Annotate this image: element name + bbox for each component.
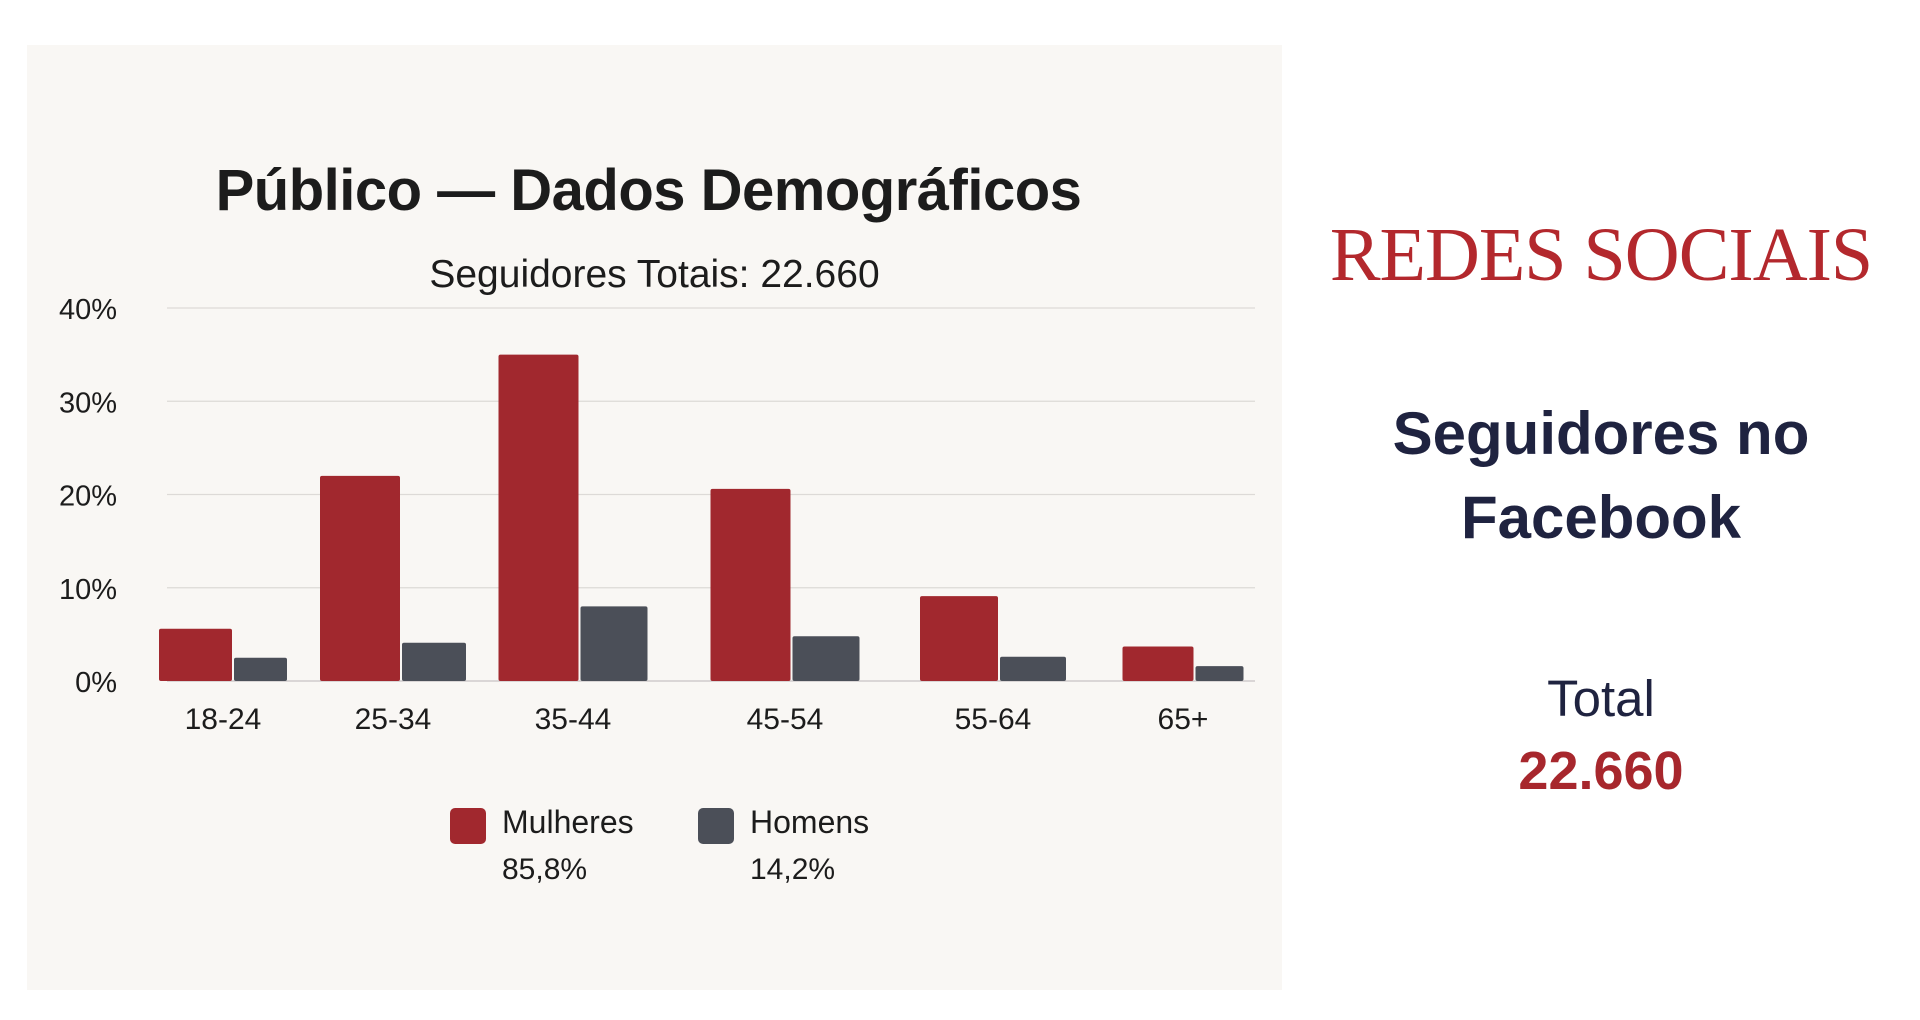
bar-homens-18-24 (234, 657, 287, 681)
total-value: 22.660 (1518, 741, 1684, 801)
bar-mulheres-55-64 (920, 596, 998, 681)
chart-title: Público — Dados Demográficos (215, 158, 1082, 223)
bar-mulheres-35-44 (498, 354, 579, 681)
side-subheading-line1: Seguidores no (1392, 400, 1810, 467)
y-tick-label: 30% (59, 387, 117, 419)
bar-homens-65+ (1195, 666, 1244, 681)
legend-label-homens: Homens (750, 804, 870, 840)
chart-panel: Público — Dados Demográficos Seguidores … (27, 45, 1282, 990)
legend-share-mulheres: 85,8% (502, 853, 588, 886)
bar-mulheres-65+ (1122, 646, 1194, 681)
bar-homens-55-64 (1000, 656, 1066, 681)
side-heading: REDES SOCIAIS (1329, 213, 1873, 297)
bar-homens-35-44 (580, 606, 648, 681)
bar-homens-45-54 (792, 636, 860, 681)
y-tick-label: 20% (59, 481, 117, 513)
x-tick-label: 35-44 (535, 703, 612, 736)
y-tick-label: 0% (75, 667, 117, 699)
legend-label-mulheres: Mulheres (502, 804, 634, 840)
side-subheading-line2: Facebook (1460, 484, 1742, 551)
x-tick-label: 65+ (1158, 703, 1209, 736)
bar-mulheres-25-34 (320, 475, 400, 681)
y-tick-label: 10% (59, 574, 117, 606)
legend-swatch-mulheres (450, 808, 486, 844)
y-tick-label: 40% (59, 294, 117, 326)
x-tick-label: 45-54 (747, 703, 824, 736)
legend-swatch-homens (698, 808, 734, 844)
side-panel: REDES SOCIAIS Seguidores no Facebook Tot… (1282, 0, 1920, 1020)
bar-mulheres-45-54 (710, 488, 791, 681)
total-label: Total (1547, 670, 1655, 727)
side-subheading: Seguidores no Facebook (1282, 392, 1920, 560)
x-tick-label: 18-24 (185, 703, 262, 736)
bar-chart: 0% 10% 20% 30% 40% 18-24 25-34 35-44 45-54 55-64… (59, 294, 1255, 736)
chart-subtitle: Seguidores Totais: 22.660 (429, 253, 880, 296)
x-tick-label: 55-64 (955, 703, 1032, 736)
legend-share-homens: 14,2% (750, 853, 836, 886)
bar-mulheres-18-24 (159, 628, 232, 681)
x-tick-label: 25-34 (355, 703, 432, 736)
bar-homens-25-34 (402, 642, 466, 681)
